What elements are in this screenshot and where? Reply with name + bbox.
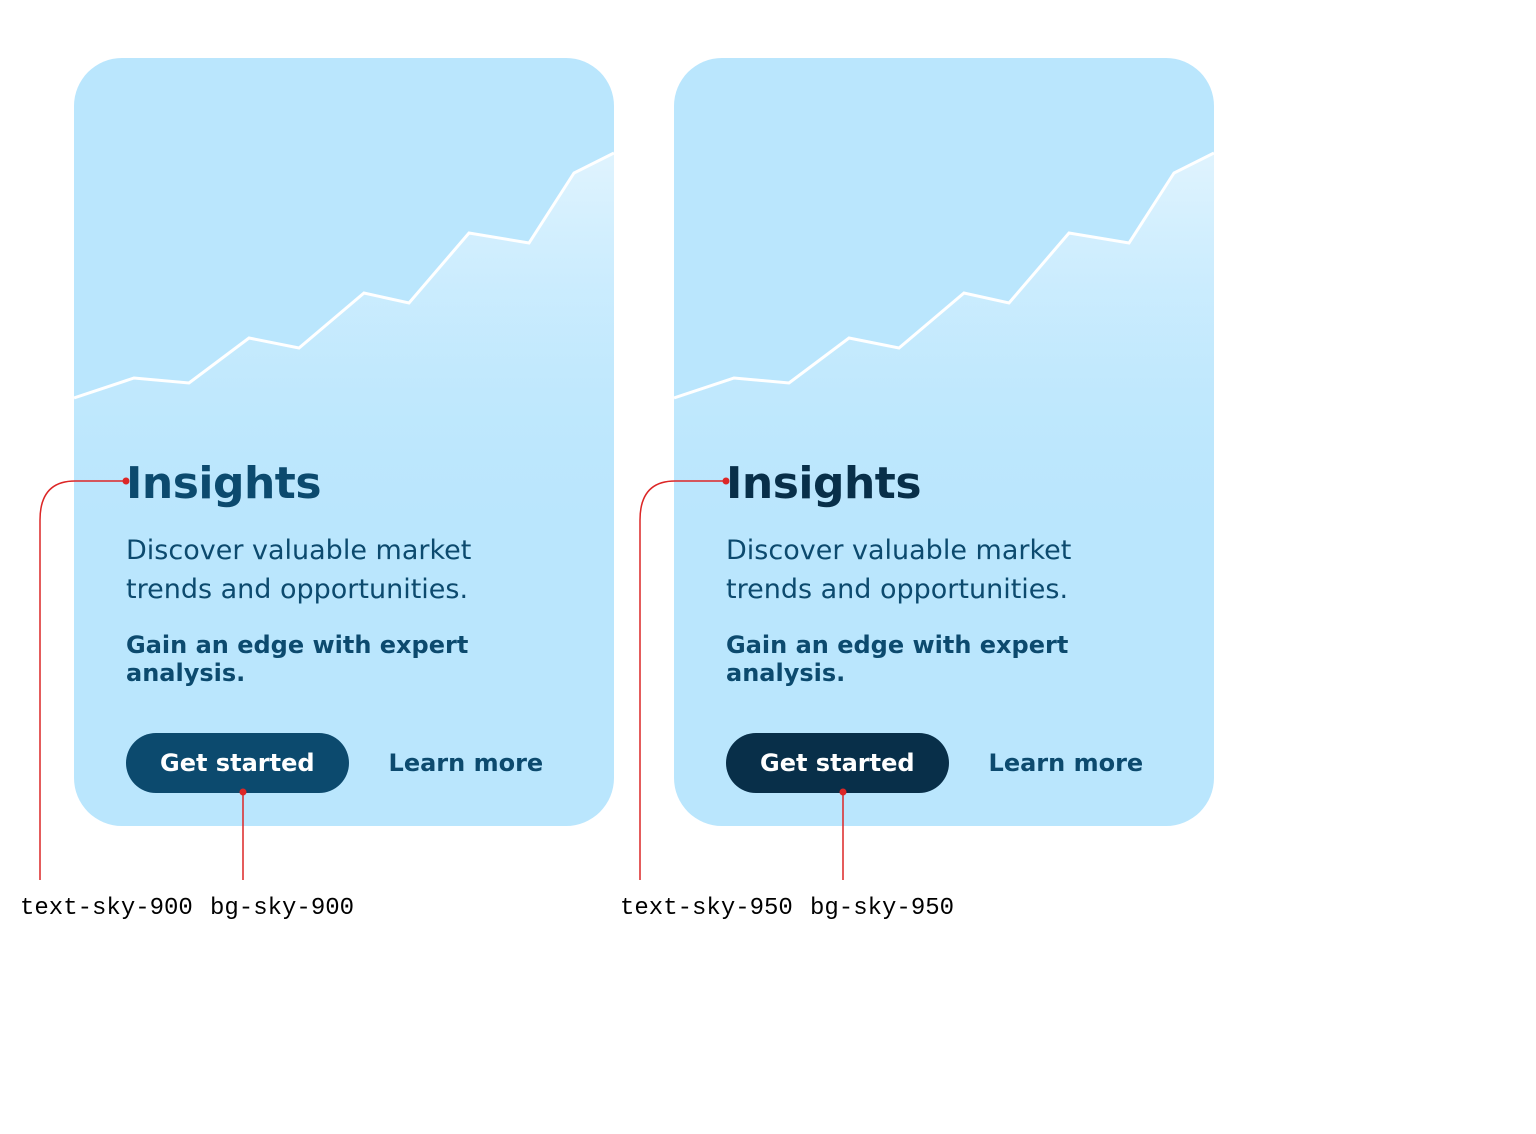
card-actions: Get started Learn more: [726, 733, 1162, 793]
card-actions: Get started Learn more: [126, 733, 562, 793]
get-started-button[interactable]: Get started: [726, 733, 949, 793]
cards-row: Insights Discover valuable market trends…: [74, 58, 1214, 826]
card-title: Insights: [126, 458, 562, 509]
card-title: Insights: [726, 458, 1162, 509]
card-tagline: Gain an edge with expert analysis.: [726, 631, 1162, 687]
card-content: Insights Discover valuable market trends…: [126, 458, 562, 793]
annotation-label-text-sky-950: text-sky-950: [620, 895, 793, 922]
learn-more-link[interactable]: Learn more: [989, 749, 1144, 777]
card-description: Discover valuable market trends and oppo…: [126, 531, 562, 609]
card-description: Discover valuable market trends and oppo…: [726, 531, 1162, 609]
annotation-label-bg-sky-950: bg-sky-950: [810, 895, 954, 922]
annotation-label-bg-sky-900: bg-sky-900: [210, 895, 354, 922]
card-tagline: Gain an edge with expert analysis.: [126, 631, 562, 687]
card-content: Insights Discover valuable market trends…: [726, 458, 1162, 793]
get-started-button[interactable]: Get started: [126, 733, 349, 793]
insights-card-right: Insights Discover valuable market trends…: [674, 58, 1214, 826]
annotation-label-text-sky-900: text-sky-900: [20, 895, 193, 922]
insights-card-left: Insights Discover valuable market trends…: [74, 58, 614, 826]
learn-more-link[interactable]: Learn more: [389, 749, 544, 777]
